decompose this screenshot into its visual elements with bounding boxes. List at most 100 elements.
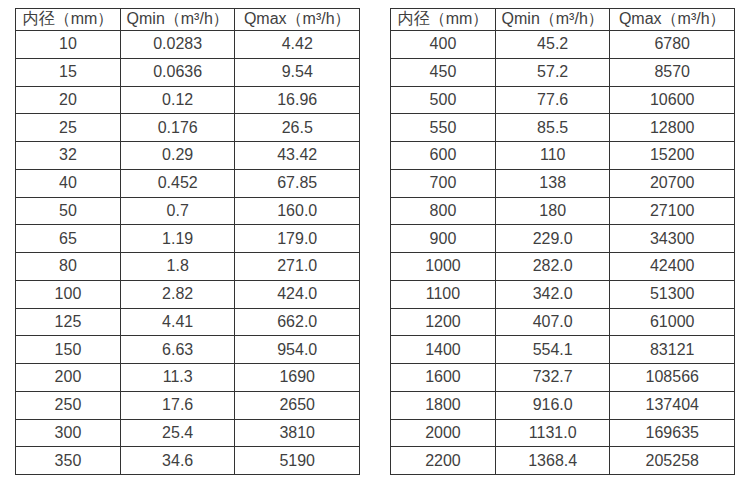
table-cell: 1.8 xyxy=(120,253,235,281)
table-cell: 662.0 xyxy=(235,308,360,336)
table-cell: 4.42 xyxy=(235,31,360,59)
table-cell: 100 xyxy=(16,280,121,308)
table-cell: 40 xyxy=(16,169,121,197)
table-cell: 50 xyxy=(16,197,121,225)
table-cell: 180 xyxy=(495,197,610,225)
table-row: 50077.610600 xyxy=(391,86,735,114)
table-cell: 271.0 xyxy=(235,253,360,281)
table-cell: 407.0 xyxy=(495,308,610,336)
table-cell: 12800 xyxy=(610,114,735,142)
table-cell: 169635 xyxy=(610,419,735,447)
table-cell: 65 xyxy=(16,225,121,253)
table-cell: 32 xyxy=(16,142,121,170)
table-row: 500.7160.0 xyxy=(16,197,360,225)
table-cell: 57.2 xyxy=(495,58,610,86)
table-cell: 150 xyxy=(16,336,121,364)
table-row: 22001368.4205258 xyxy=(391,447,735,475)
table-row: 1800916.0137404 xyxy=(391,391,735,419)
table-cell: 200 xyxy=(16,364,121,392)
table-row: 900229.034300 xyxy=(391,225,735,253)
table-row: 40045.26780 xyxy=(391,31,735,59)
table-row: 45057.28570 xyxy=(391,58,735,86)
table-body: 100.02834.42150.06369.54200.1216.96250.1… xyxy=(16,31,360,475)
table-cell: 0.0636 xyxy=(120,58,235,86)
table-cell: 1131.0 xyxy=(495,419,610,447)
table-cell: 137404 xyxy=(610,391,735,419)
table-cell: 2200 xyxy=(391,447,496,475)
header-inner-diameter: 内径（mm） xyxy=(16,9,121,31)
table-cell: 342.0 xyxy=(495,280,610,308)
table-row: 1002.82424.0 xyxy=(16,280,360,308)
table-row: 30025.43810 xyxy=(16,419,360,447)
table-cell: 1100 xyxy=(391,280,496,308)
table-row: 70013820700 xyxy=(391,169,735,197)
table-cell: 550 xyxy=(391,114,496,142)
table-row: 60011015200 xyxy=(391,142,735,170)
table-cell: 11.3 xyxy=(120,364,235,392)
table-cell: 45.2 xyxy=(495,31,610,59)
table-cell: 229.0 xyxy=(495,225,610,253)
table-cell: 10600 xyxy=(610,86,735,114)
table-cell: 2650 xyxy=(235,391,360,419)
table-cell: 42400 xyxy=(610,253,735,281)
table-cell: 179.0 xyxy=(235,225,360,253)
table-cell: 138 xyxy=(495,169,610,197)
table-cell: 16.96 xyxy=(235,86,360,114)
table-cell: 916.0 xyxy=(495,391,610,419)
table-header-row: 内径（mm） Qmin（m³/h） Qmax（m³/h） xyxy=(16,9,360,31)
table-cell: 350 xyxy=(16,447,121,475)
table-cell: 34.6 xyxy=(120,447,235,475)
table-cell: 6780 xyxy=(610,31,735,59)
table-cell: 160.0 xyxy=(235,197,360,225)
table-cell: 1368.4 xyxy=(495,447,610,475)
table-row: 801.8271.0 xyxy=(16,253,360,281)
table-cell: 1600 xyxy=(391,364,496,392)
table-cell: 67.85 xyxy=(235,169,360,197)
table-cell: 17.6 xyxy=(120,391,235,419)
table-cell: 43.42 xyxy=(235,142,360,170)
table-cell: 25.4 xyxy=(120,419,235,447)
table-cell: 15 xyxy=(16,58,121,86)
table-cell: 1690 xyxy=(235,364,360,392)
table-cell: 250 xyxy=(16,391,121,419)
table-row: 250.17626.5 xyxy=(16,114,360,142)
table-cell: 732.7 xyxy=(495,364,610,392)
table-cell: 3810 xyxy=(235,419,360,447)
table-cell: 1400 xyxy=(391,336,496,364)
table-cell: 77.6 xyxy=(495,86,610,114)
table-cell: 8570 xyxy=(610,58,735,86)
table-header-row: 内径（mm） Qmin（m³/h） Qmax（m³/h） xyxy=(391,9,735,31)
table-cell: 0.29 xyxy=(120,142,235,170)
table-cell: 0.452 xyxy=(120,169,235,197)
table-row: 1600732.7108566 xyxy=(391,364,735,392)
table-row: 1506.63954.0 xyxy=(16,336,360,364)
header-qmin: Qmin（m³/h） xyxy=(495,9,610,31)
table-cell: 4.41 xyxy=(120,308,235,336)
table-cell: 450 xyxy=(391,58,496,86)
table-cell: 0.176 xyxy=(120,114,235,142)
table-row: 400.45267.85 xyxy=(16,169,360,197)
table-cell: 27100 xyxy=(610,197,735,225)
table-cell: 61000 xyxy=(610,308,735,336)
table-cell: 205258 xyxy=(610,447,735,475)
table-cell: 108566 xyxy=(610,364,735,392)
table-cell: 83121 xyxy=(610,336,735,364)
table-cell: 282.0 xyxy=(495,253,610,281)
table-cell: 1200 xyxy=(391,308,496,336)
table-cell: 34300 xyxy=(610,225,735,253)
table-cell: 2.82 xyxy=(120,280,235,308)
table-cell: 1000 xyxy=(391,253,496,281)
table-row: 1400554.183121 xyxy=(391,336,735,364)
table-cell: 6.63 xyxy=(120,336,235,364)
table-cell: 125 xyxy=(16,308,121,336)
table-cell: 20 xyxy=(16,86,121,114)
table-row: 1000282.042400 xyxy=(391,253,735,281)
table-cell: 26.5 xyxy=(235,114,360,142)
table-cell: 1.19 xyxy=(120,225,235,253)
table-cell: 424.0 xyxy=(235,280,360,308)
table-cell: 25 xyxy=(16,114,121,142)
table-row: 20001131.0169635 xyxy=(391,419,735,447)
table-cell: 300 xyxy=(16,419,121,447)
table-cell: 5190 xyxy=(235,447,360,475)
table-body: 40045.2678045057.2857050077.61060055085.… xyxy=(391,31,735,475)
